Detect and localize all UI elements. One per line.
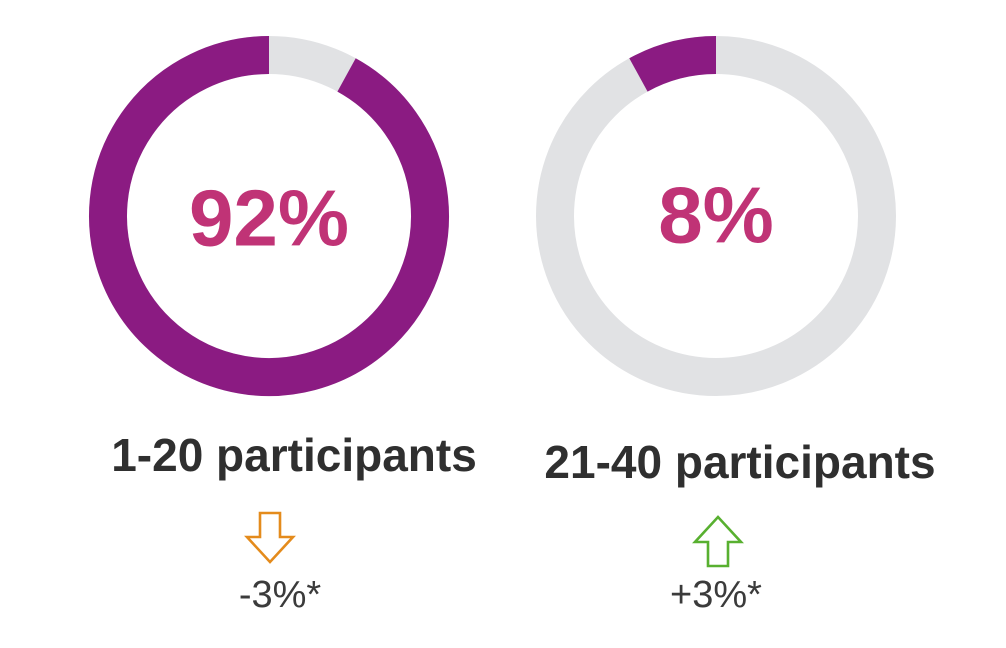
change-label: +3%* — [670, 574, 762, 616]
category-label: 21-40 participants — [544, 436, 936, 488]
category-label: 1-20 participants — [111, 429, 477, 481]
arrow-down-icon — [244, 511, 296, 564]
percent-label: 92% — [189, 174, 349, 263]
arrow-up-icon — [692, 515, 744, 568]
donut-chart-1: 92% — [89, 36, 449, 396]
donut-slice — [629, 36, 717, 92]
donut-slice — [89, 36, 449, 396]
change-label: -3%* — [238, 574, 322, 616]
donut-chart-2: 8% — [536, 36, 896, 396]
percent-label: 8% — [658, 171, 774, 260]
